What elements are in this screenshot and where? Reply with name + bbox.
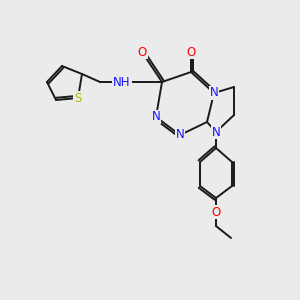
- Text: N: N: [152, 110, 160, 124]
- Text: O: O: [212, 206, 220, 218]
- Text: N: N: [176, 128, 184, 142]
- Text: S: S: [74, 92, 82, 104]
- Text: N: N: [210, 86, 218, 100]
- Text: O: O: [186, 46, 196, 59]
- Text: NH: NH: [113, 76, 131, 88]
- Text: N: N: [212, 125, 220, 139]
- Text: O: O: [137, 46, 147, 59]
